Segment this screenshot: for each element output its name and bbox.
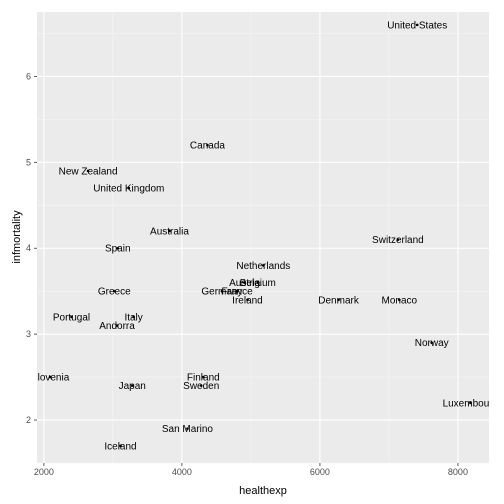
data-point-label: Netherlands [236,261,290,272]
y-tick-label: 3 [26,329,31,339]
data-point [132,315,135,319]
x-axis-title: healthexp [239,485,287,497]
data-point [115,324,119,327]
data-point-label: Iceland [104,441,136,452]
data-point [127,186,131,190]
data-point-label: Switzerland [372,235,424,246]
data-point [337,298,340,302]
data-point [202,375,205,379]
data-point-label: United Kingdom [93,184,164,195]
data-point [112,289,116,293]
plot-panel [37,12,489,463]
data-point [119,444,122,448]
grid-lines [37,12,489,464]
data-point [430,341,434,345]
data-point-label: Greece [98,287,131,298]
data-point [116,246,120,250]
data-point [130,384,134,387]
y-tick-label: 4 [26,243,31,253]
data-point [396,238,400,241]
data-point [168,229,171,233]
data-point [199,384,203,387]
data-point-label: Portugal [53,312,90,323]
y-axis-title: infmortality [11,210,23,264]
data-point [70,315,73,319]
data-point-label: United States [387,20,447,31]
data-point-label: Spain [105,244,131,255]
data-point-label: Norway [415,338,449,349]
data-point [48,375,52,379]
data-point [415,23,419,27]
data-point [469,401,472,405]
data-point [206,143,209,147]
data-point [397,298,401,302]
data-point-label: Belgium [240,278,276,289]
x-tick-label: 6000 [310,467,330,477]
x-tick-label: 2000 [34,467,54,477]
data-point-label: Luxembourg [443,398,499,409]
data-point-label: Ireland [232,295,263,306]
data-point [243,281,247,284]
data-point-label: Monaco [382,295,418,306]
data-point [256,281,260,284]
data-point-label: New Zealand [59,166,118,177]
y-tick-label: 6 [26,71,31,81]
data-point-label: Germany [201,287,242,298]
data-point-label: Japan [119,381,146,392]
data-point-label: Andorra [99,321,135,332]
data-point [235,289,239,293]
data-point-label: Canada [190,141,225,152]
y-axis-ticks: 2 3 4 5 6 [26,71,37,425]
data-point-label: Finland [187,373,220,384]
data-point [186,427,189,430]
data-point-label: Slovenia [31,373,70,384]
data-point-label: France [222,287,254,298]
x-tick-label: 4000 [172,467,192,477]
data-point-label: San Marino [162,424,214,435]
data-point-label: Austria [229,278,261,289]
data-point-label: Sweden [183,381,219,392]
data-point [262,264,265,267]
data-point-label: Denmark [318,295,360,306]
data-point [86,169,90,173]
data-point-label: Australia [150,227,189,238]
data-point [220,289,224,293]
data-point [246,298,249,302]
x-tick-label: 8000 [448,467,468,477]
y-tick-label: 2 [26,415,31,425]
x-axis-ticks: 2000 4000 6000 8000 [34,463,468,477]
y-tick-label: 5 [26,157,31,167]
data-points: United States Canada New Zealand United Kin… [31,20,499,452]
data-point-label: Italy [124,312,142,323]
